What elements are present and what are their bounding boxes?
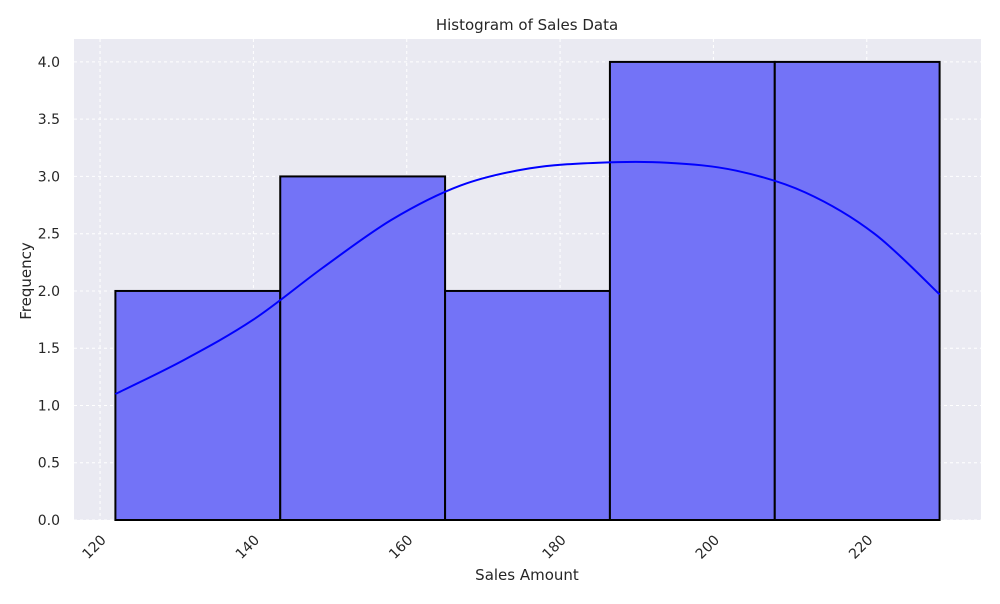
x-tick-label-3: 180: [539, 532, 569, 562]
x-tick-label-4: 200: [693, 532, 723, 562]
y-tick-label-5: 2.5: [38, 227, 60, 243]
x-tick-labels: 120 140 160 180 200 220: [79, 532, 876, 562]
x-tick-label-5: 220: [846, 532, 876, 562]
histogram-bar-4: [608, 60, 776, 522]
x-axis-label: Sales Amount: [475, 566, 579, 584]
y-tick-labels: 0.0 0.5 1.0 1.5 2.0 2.5 3.0 3.5 4.0: [38, 55, 60, 529]
histogram-bars: [114, 60, 941, 522]
y-tick-label-8: 4.0: [38, 55, 60, 71]
histogram-bar-2: [279, 175, 447, 522]
y-axis-label: Frequency: [17, 242, 35, 320]
y-tick-label-4: 2.0: [38, 284, 60, 300]
y-tick-label-7: 3.5: [38, 112, 60, 128]
y-tick-label-3: 1.5: [38, 341, 60, 357]
kde-curve: [114, 160, 941, 395]
histogram-bar-3: [444, 289, 611, 522]
x-tick-label-1: 140: [233, 532, 263, 562]
x-tick-label-2: 160: [386, 532, 416, 562]
y-tick-label-6: 3.0: [38, 169, 60, 185]
x-tick-label-0: 120: [79, 532, 109, 562]
y-tick-label-2: 1.0: [38, 398, 60, 414]
y-tick-label-0: 0.0: [38, 513, 60, 529]
y-tick-label-1: 0.5: [38, 456, 60, 472]
histogram-bar-5: [773, 60, 941, 522]
histogram-bar-1: [114, 289, 282, 522]
chart-title: Histogram of Sales Data: [436, 16, 618, 34]
